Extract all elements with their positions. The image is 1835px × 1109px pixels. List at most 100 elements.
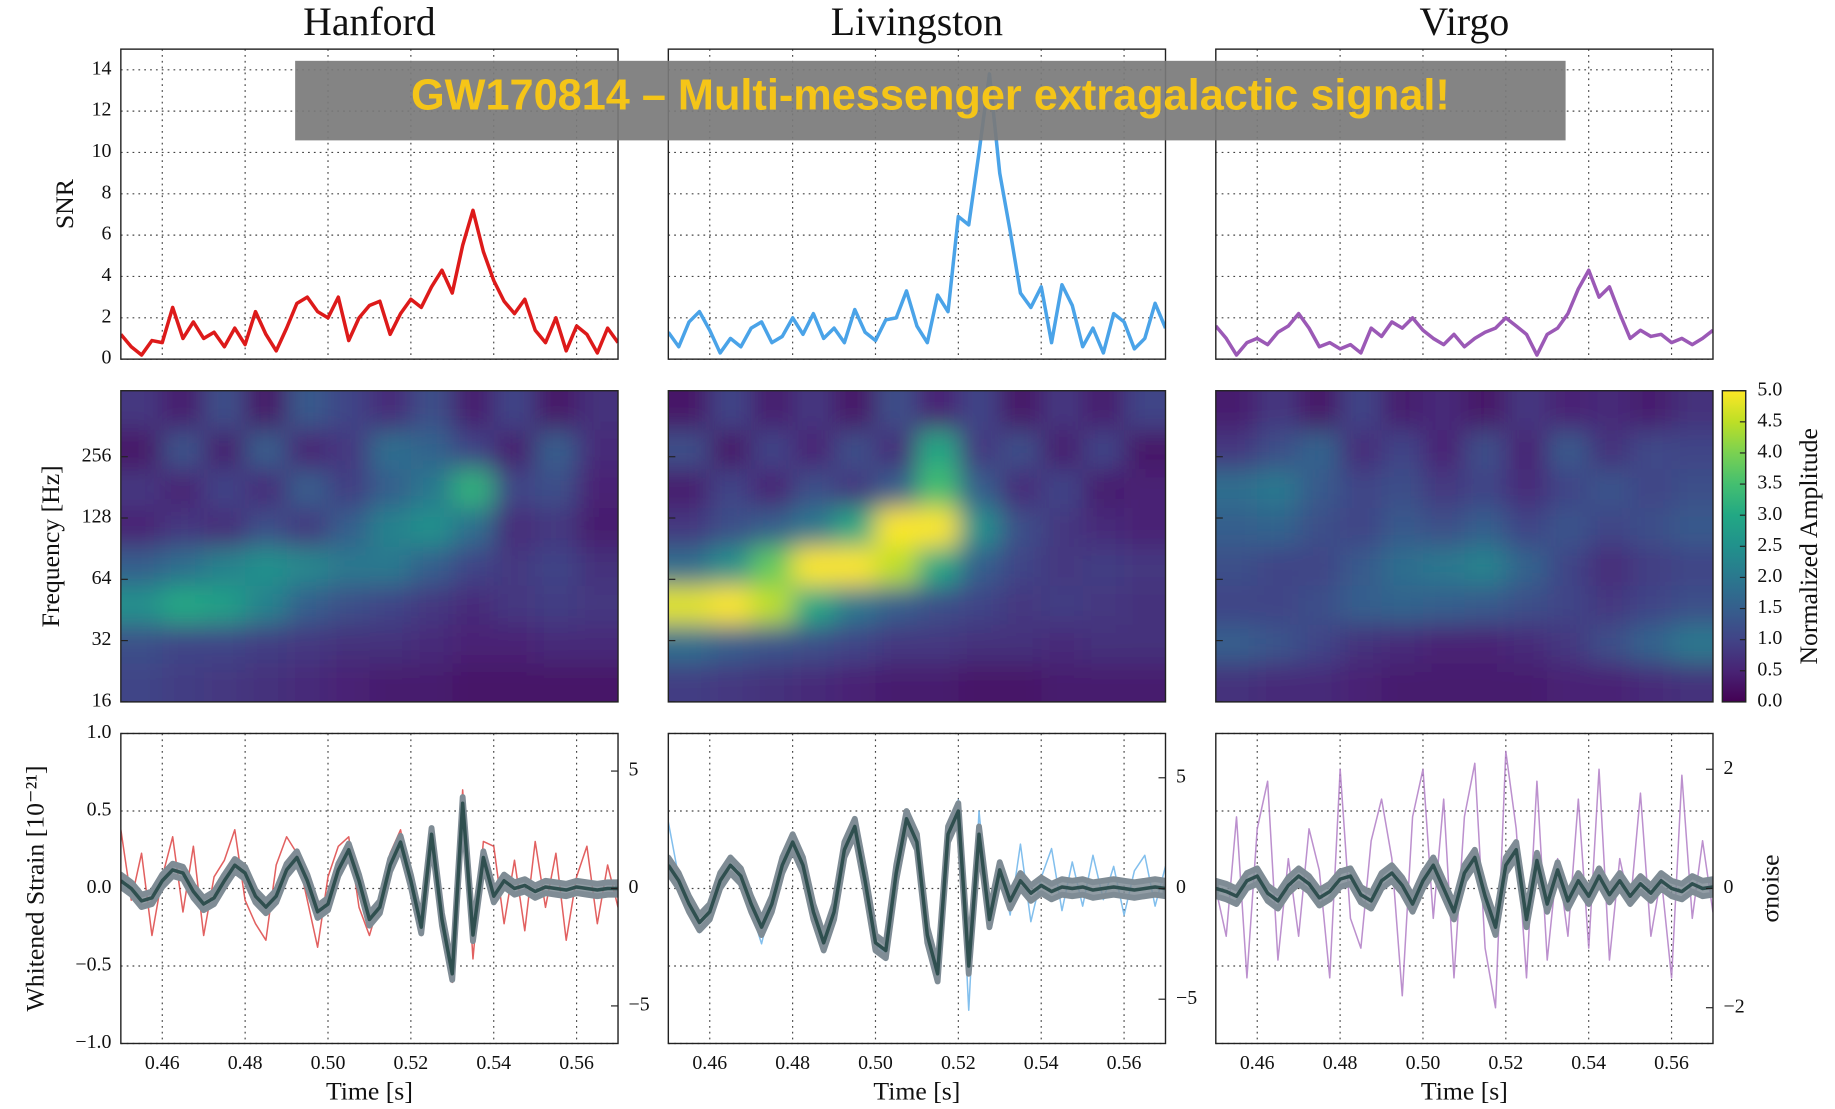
heatmap-cell <box>1041 663 1084 702</box>
heatmap-cell <box>1298 507 1341 547</box>
heatmap-cell <box>120 663 163 702</box>
heatmap-cell <box>875 390 918 431</box>
uncertainty-band <box>668 800 1166 985</box>
heatmap-cell <box>1505 390 1548 431</box>
heatmap-cell <box>535 390 578 431</box>
colorbar-tick-label: 3.0 <box>1757 503 1782 525</box>
heatmap-cell <box>576 546 619 586</box>
heatmap-cell <box>286 468 329 508</box>
plot-area <box>1215 268 1713 357</box>
heatmap-cell <box>916 546 959 586</box>
model-line <box>120 801 619 976</box>
y-tick-label: 8 <box>102 181 112 203</box>
heatmap-cell <box>452 390 495 431</box>
heatmap-cell <box>751 390 794 431</box>
heatmap-cell <box>162 585 205 625</box>
y2-tick-label: 2 <box>1724 757 1734 779</box>
y-tick-label: 12 <box>92 99 112 121</box>
plot-area <box>668 72 1166 355</box>
heatmap-cell <box>1257 468 1300 508</box>
heatmap-cells <box>1215 390 1713 702</box>
heatmap-cell <box>1422 468 1465 508</box>
heatmap-cell <box>834 663 877 702</box>
heatmap-cell <box>999 624 1042 664</box>
heatmap-cell <box>668 663 711 702</box>
heatmap-cell <box>493 546 536 586</box>
heatmap-cell <box>1340 585 1383 625</box>
heatmap-cell <box>834 390 877 431</box>
x-tick-label: 0.46 <box>1240 1052 1275 1074</box>
axes-frame <box>120 48 619 360</box>
heatmap-cell <box>1215 585 1258 625</box>
heatmap-cell <box>999 468 1042 508</box>
heatmap-cell <box>1505 585 1548 625</box>
heatmap-cell <box>245 585 288 625</box>
heatmap-cell <box>999 663 1042 702</box>
heatmap-cell <box>1041 624 1084 664</box>
model-line <box>1215 848 1713 929</box>
heatmap-cell <box>369 663 412 702</box>
heatmap-cell <box>751 546 794 586</box>
heatmap-cell <box>1547 624 1590 664</box>
axes-frame <box>667 732 1167 1045</box>
heatmap-cell <box>1257 390 1300 431</box>
heatmap-cell <box>1340 624 1383 664</box>
y2-tick-label: −5 <box>1176 987 1197 1009</box>
heatmap-cell <box>245 663 288 702</box>
heatmap-cell <box>792 507 835 547</box>
heatmap-cell <box>1381 468 1424 508</box>
heatmap-cell <box>1671 390 1713 431</box>
heatmap-cell <box>162 663 205 702</box>
heatmap-cell <box>576 468 619 508</box>
heatmap-cell <box>668 507 711 547</box>
y2-tick-label: 5 <box>629 759 639 781</box>
y-axis-label: SNR <box>50 178 79 229</box>
heatmap-cell <box>709 663 752 702</box>
heatmap-cell <box>1630 663 1673 702</box>
heatmap-cell <box>245 507 288 547</box>
heatmap-cell <box>286 390 329 431</box>
heatmap-cell <box>120 429 163 470</box>
heatmap-cell <box>1630 507 1673 547</box>
heatmap-cell <box>1082 546 1125 586</box>
heatmap-cell <box>1124 546 1166 586</box>
heatmap-cell <box>1340 468 1383 508</box>
snr-line <box>1215 268 1713 357</box>
heatmap-cell <box>751 507 794 547</box>
heatmap-cell <box>1464 468 1507 508</box>
heatmap-cell <box>203 585 246 625</box>
colorbar-tick-label: 0.5 <box>1757 658 1782 680</box>
heatmap-cell <box>410 663 453 702</box>
heatmap-cells <box>668 390 1166 702</box>
x-tick-label: 0.48 <box>228 1052 263 1074</box>
heatmap-cell <box>1630 546 1673 586</box>
heatmap-cell <box>576 429 619 470</box>
x-tick-label: 0.50 <box>311 1052 346 1074</box>
heatmap-cell <box>916 468 959 508</box>
heatmap-cell <box>1381 663 1424 702</box>
heatmap-cell <box>203 390 246 431</box>
y-tick-label: 10 <box>92 140 112 162</box>
heatmap-cell <box>834 507 877 547</box>
x-tick-label: 0.52 <box>393 1052 428 1074</box>
heatmap-cell <box>328 624 371 664</box>
heatmap-cell <box>286 429 329 470</box>
heatmap-cell <box>493 585 536 625</box>
heatmap-cell <box>916 429 959 470</box>
heatmap-cell <box>1505 663 1548 702</box>
heatmap-cell <box>916 507 959 547</box>
heatmap-cells <box>120 390 619 702</box>
heatmap-cell <box>1257 663 1300 702</box>
heatmap-cell <box>751 663 794 702</box>
heatmap-cell <box>328 429 371 470</box>
heatmap-cell <box>162 546 205 586</box>
y-tick-label: 32 <box>92 628 112 650</box>
heatmap-cell <box>1422 585 1465 625</box>
heatmap-cell <box>1340 507 1383 547</box>
snr-line <box>668 72 1166 355</box>
heatmap-cell <box>1124 663 1166 702</box>
heatmap-cell <box>410 429 453 470</box>
x-tick-label: 0.54 <box>1571 1052 1606 1074</box>
panel-title: Hanford <box>303 0 436 44</box>
